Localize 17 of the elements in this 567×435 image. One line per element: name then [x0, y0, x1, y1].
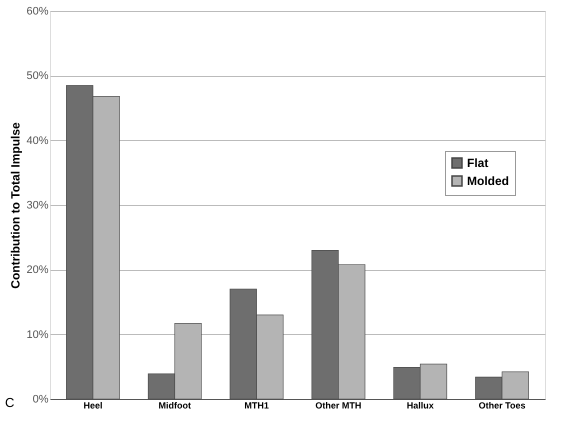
y-tick-label: 40%: [26, 134, 49, 147]
y-tick-label: 10%: [26, 328, 49, 341]
legend-label: Molded: [467, 174, 509, 188]
x-tick-label: Heel: [83, 400, 102, 410]
legend-label: Flat: [467, 156, 488, 170]
x-tick-label: Other MTH: [315, 400, 362, 410]
y-tick-label: 20%: [26, 264, 49, 276]
y-tick-label: 50%: [26, 70, 49, 82]
x-tick-label: Midfoot: [158, 400, 192, 410]
y-tick-label: 60%: [26, 6, 49, 18]
x-tick-label: Hallux: [406, 400, 434, 410]
y-axis-title: Contribution to Total Impulse: [8, 122, 22, 289]
x-tick-label: MTH1: [244, 400, 269, 410]
y-tick-label: 0%: [32, 394, 49, 406]
y-tick-label: 30%: [26, 200, 49, 212]
text: C: [5, 395, 14, 410]
x-tick-label: Other Toes: [478, 400, 526, 410]
